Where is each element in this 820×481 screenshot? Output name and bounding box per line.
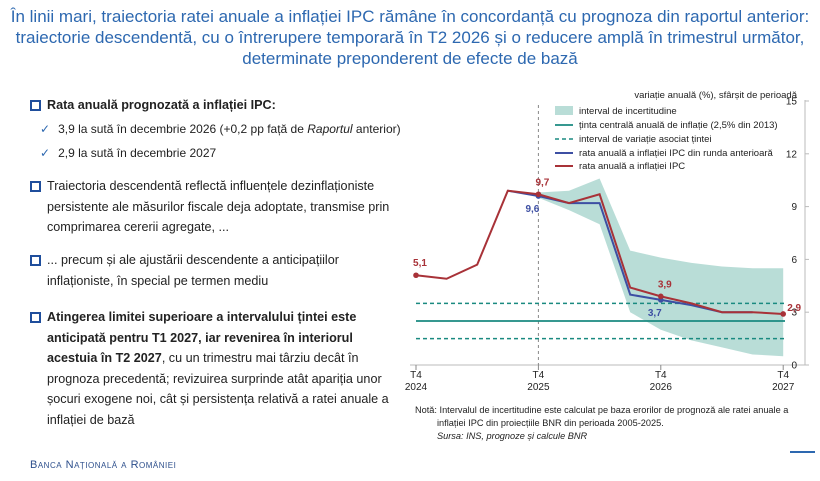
x-tick-label: T4 2027	[772, 370, 795, 393]
bullet-text: Traiectoria descendentă reflectă influen…	[47, 179, 390, 234]
y-tick-label: 3	[791, 308, 797, 319]
bullet: Atingerea limitei superioare a intervalu…	[30, 307, 395, 430]
point	[413, 272, 419, 279]
legend-label: ținta centrală anuală de inflație (2,5% …	[579, 120, 778, 131]
title: În linii mari, traiectoria ratei anuale …	[0, 6, 820, 69]
uncertainty-band	[538, 178, 784, 357]
y-axis-label: variație anuală (%), sfârșit de perioadă	[634, 90, 797, 101]
y-tick-label: 6	[791, 255, 797, 266]
point	[780, 311, 786, 317]
data-label: 3,9	[658, 279, 672, 290]
text: Raportul	[307, 122, 353, 136]
title-line: determinate preponderent de efecte de ba…	[242, 49, 578, 68]
bullet-text: ... precum și ale ajustării descendente …	[47, 253, 339, 288]
legend-label: interval de incertitudine	[579, 106, 677, 117]
sub-bullet: ✓ 2,9 la sută în decembrie 2027	[40, 146, 217, 160]
bullet-text: Atingerea limitei superioare a intervalu…	[47, 307, 395, 430]
title-line: traiectorie descendentă, cu o întreruper…	[15, 28, 805, 47]
data-label: 9,7	[535, 177, 549, 188]
y-tick-label: 15	[786, 97, 798, 108]
x-tick-label: T4 2024	[404, 370, 428, 393]
y-tick-label: 0	[791, 361, 797, 372]
title-line: În linii mari, traiectoria ratei anuale …	[10, 7, 810, 26]
text: 2,9 la sută în decembrie 2027	[58, 146, 217, 160]
bullet-text: Rata anuală prognozată a inflației IPC:	[47, 98, 276, 112]
x-tick-label: T4 2026	[649, 370, 672, 393]
legend-label: rata anuală a inflației IPC din runda an…	[579, 148, 774, 159]
legend-label: interval de variație asociat țintei	[579, 134, 712, 145]
point	[535, 191, 542, 198]
bullet: ... precum și ale ajustării descendente …	[30, 250, 395, 291]
legend-label: rata anuală a inflației IPC	[579, 161, 685, 172]
series-line	[415, 189, 784, 315]
x-tick-label: T4 2025	[527, 370, 550, 393]
logo: Banca Națională a României	[30, 459, 177, 471]
data-label: 3,7	[648, 308, 662, 319]
source: Sursa: INS, prognoze și calcule BNR	[437, 431, 588, 441]
data-label: 9,6	[525, 204, 539, 215]
legend-swatch	[555, 106, 573, 115]
sub-bullet: ✓ 3,9 la sută în decembrie 2026 (+0,2 pp …	[40, 122, 401, 136]
data-label: 2,9	[787, 303, 801, 314]
y-tick-label: 12	[786, 149, 798, 160]
point	[658, 293, 664, 300]
bullet: Rata anuală prognozată a inflației IPC:	[30, 95, 395, 116]
text: 3,9 la sută în decembrie 2026 (+0,2 pp f…	[58, 122, 308, 136]
data-label: 5,1	[413, 258, 427, 269]
bold-text: Atingerea limitei superioare a intervalu…	[47, 310, 357, 365]
text: anterior)	[352, 122, 401, 136]
y-tick-label: 9	[791, 202, 797, 213]
note: Notă: Intervalul de incertitudine este c…	[415, 405, 789, 428]
text: , cu un trimestru mai târziu decât în pr…	[47, 351, 389, 427]
bullet: Traiectoria descendentă reflectă influen…	[30, 176, 395, 238]
